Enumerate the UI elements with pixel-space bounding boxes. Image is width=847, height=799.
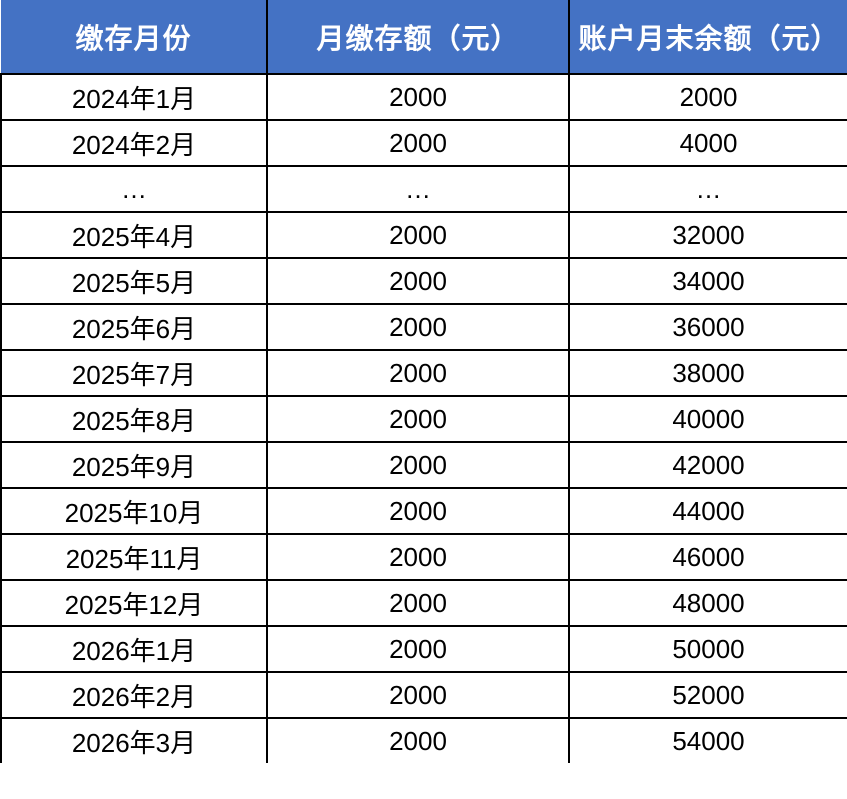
table-cell: 2026年2月	[0, 671, 268, 719]
table-cell: …	[0, 165, 268, 213]
table-row: 2025年7月 2000 38000	[0, 349, 847, 397]
table-cell: 2000	[266, 395, 570, 443]
table-cell: 2000	[266, 441, 570, 489]
table-cell: 36000	[568, 303, 847, 351]
table-cell: 2000	[266, 211, 570, 259]
column-header-month-end-balance: 账户月末余额（元）	[568, 0, 847, 75]
table-cell: 38000	[568, 349, 847, 397]
table-cell: 50000	[568, 625, 847, 673]
table-row: 2025年4月 2000 32000	[0, 211, 847, 259]
table-row: 2025年6月 2000 36000	[0, 303, 847, 351]
table-cell: 2025年6月	[0, 303, 268, 351]
table-cell: 2024年1月	[0, 73, 268, 121]
table-cell: 4000	[568, 119, 847, 167]
table-cell: 34000	[568, 257, 847, 305]
table-row: 2026年1月 2000 50000	[0, 625, 847, 673]
table-header: 缴存月份 月缴存额（元） 账户月末余额（元）	[1, 0, 847, 75]
table-cell: 2025年9月	[0, 441, 268, 489]
table-body: 2024年1月 2000 2000 2024年2月 2000 4000……… 2025年4月…	[0, 73, 847, 763]
table-cell: 2025年7月	[0, 349, 268, 397]
table-row: 2025年12月 2000 48000	[0, 579, 847, 627]
table-cell: 2000	[266, 717, 570, 763]
table-cell: 2000	[266, 73, 570, 121]
table-cell: …	[266, 165, 570, 213]
table-cell: 2024年2月	[0, 119, 268, 167]
table-row: 2025年9月 2000 42000	[0, 441, 847, 489]
column-header-monthly-deposit: 月缴存额（元）	[266, 0, 569, 75]
table-cell: 2000	[266, 303, 570, 351]
table-cell: 2025年12月	[0, 579, 268, 627]
table-row: 2026年3月 2000 54000	[0, 717, 847, 763]
table-cell: 2000	[266, 671, 570, 719]
table-cell: …	[568, 165, 847, 213]
table-cell: 2000	[266, 579, 570, 627]
table-cell: 2000	[266, 625, 570, 673]
table-cell: 2026年3月	[0, 717, 268, 763]
table-cell: 2025年11月	[0, 533, 268, 581]
table-cell: 2000	[568, 73, 847, 121]
table-cell: 2000	[266, 257, 570, 305]
table-cell: 44000	[568, 487, 847, 535]
table-cell: 46000	[568, 533, 847, 581]
table-cell: 2025年10月	[0, 487, 268, 535]
table-cell: 2026年1月	[0, 625, 268, 673]
table-row: 2024年2月 2000 4000	[0, 119, 847, 167]
table-row: 2026年2月 2000 52000	[0, 671, 847, 719]
table-row: 2025年8月 2000 40000	[0, 395, 847, 443]
table-cell: 2025年4月	[0, 211, 268, 259]
column-header-deposit-month: 缴存月份	[1, 0, 267, 75]
table-row: 2024年1月 2000 2000	[0, 73, 847, 121]
table-cell: 2025年8月	[0, 395, 268, 443]
table-cell: 42000	[568, 441, 847, 489]
table-cell: 2000	[266, 349, 570, 397]
table-cell: 40000	[568, 395, 847, 443]
table-cell: 52000	[568, 671, 847, 719]
table-header-row: 缴存月份 月缴存额（元） 账户月末余额（元）	[1, 0, 847, 75]
table-cell: 2000	[266, 119, 570, 167]
table-cell: 2000	[266, 487, 570, 535]
table-row: ………	[0, 165, 847, 213]
table-cell: 54000	[568, 717, 847, 763]
table-cell: 2000	[266, 533, 570, 581]
table-cell: 48000	[568, 579, 847, 627]
deposit-table: 缴存月份 月缴存额（元） 账户月末余额（元） 2024年1月 2000 2000 20…	[0, 0, 847, 763]
table-row: 2025年11月 2000 46000	[0, 533, 847, 581]
table-row: 2025年5月 2000 34000	[0, 257, 847, 305]
table-row: 2025年10月 2000 44000	[0, 487, 847, 535]
table-cell: 32000	[568, 211, 847, 259]
table-cell: 2025年5月	[0, 257, 268, 305]
